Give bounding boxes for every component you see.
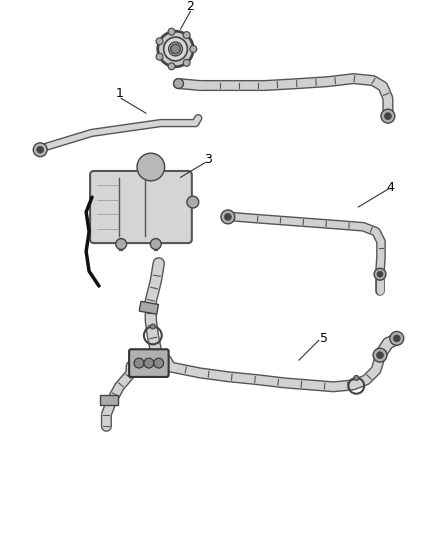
Circle shape [169,42,183,56]
Circle shape [381,109,395,123]
Circle shape [137,153,165,181]
Circle shape [187,196,199,208]
Circle shape [190,45,197,52]
Circle shape [385,112,392,119]
FancyBboxPatch shape [129,349,169,377]
Circle shape [377,271,383,277]
Circle shape [145,161,157,173]
Circle shape [170,44,180,54]
Circle shape [373,348,387,362]
Circle shape [158,31,193,67]
Circle shape [156,38,163,45]
Text: 3: 3 [204,153,212,166]
Circle shape [150,324,155,329]
Text: 5: 5 [320,332,328,345]
FancyBboxPatch shape [90,171,192,243]
Text: 2: 2 [187,0,194,13]
FancyBboxPatch shape [139,301,159,314]
Circle shape [377,352,384,359]
Circle shape [168,28,175,35]
Circle shape [393,335,400,342]
Circle shape [116,239,127,249]
Text: 1: 1 [115,87,123,100]
Circle shape [150,239,161,249]
Circle shape [173,78,184,88]
Circle shape [134,358,144,368]
Circle shape [154,358,164,368]
Circle shape [164,37,187,61]
Circle shape [33,143,47,157]
FancyBboxPatch shape [100,395,118,405]
Circle shape [156,53,163,60]
Circle shape [224,213,231,220]
Circle shape [354,375,359,381]
Circle shape [390,332,404,345]
Circle shape [183,31,190,38]
Circle shape [221,210,235,224]
Circle shape [183,59,190,66]
Circle shape [141,157,161,177]
Circle shape [374,268,386,280]
Circle shape [37,146,44,153]
Text: 4: 4 [386,181,394,194]
Circle shape [144,358,154,368]
Circle shape [168,63,175,70]
